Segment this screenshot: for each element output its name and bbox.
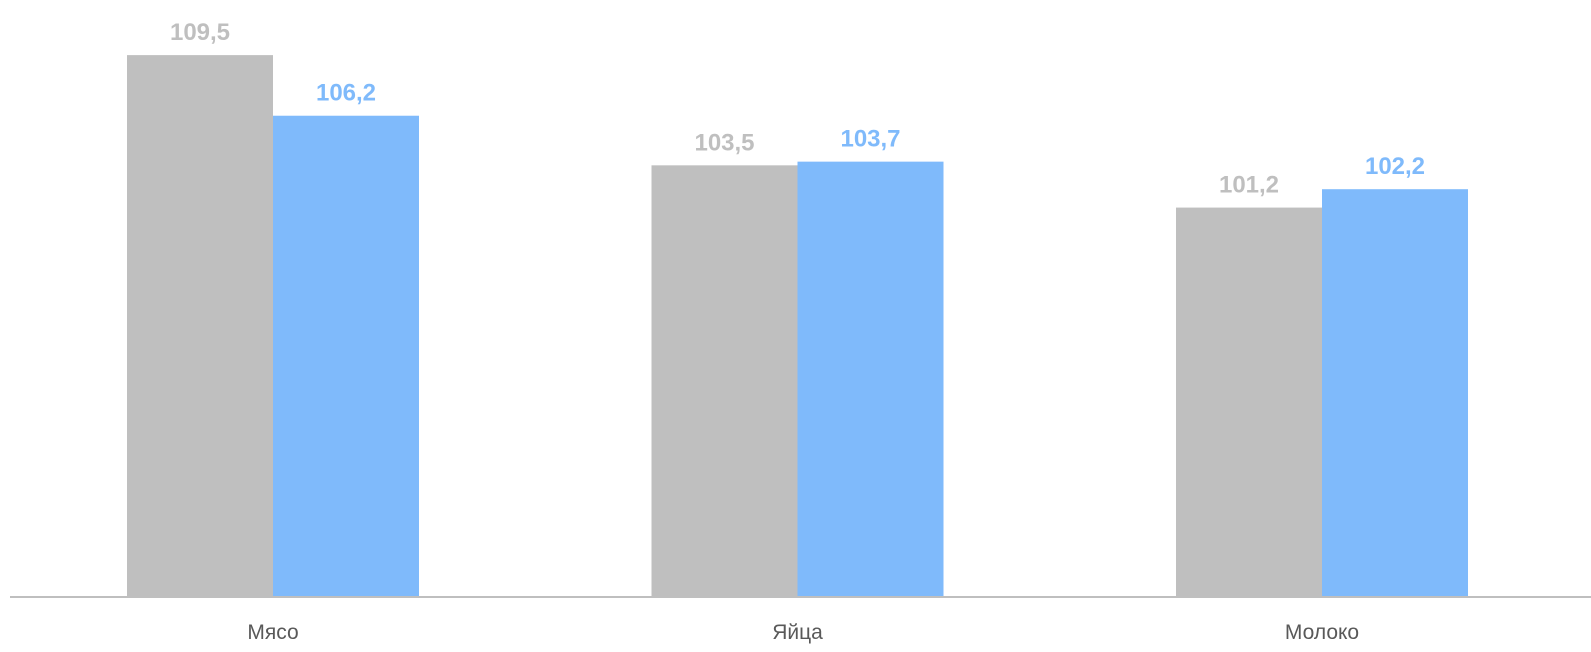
bar-series-1-1 (651, 165, 798, 598)
bars-group (127, 55, 1468, 598)
bar-series-2-0 (273, 115, 419, 598)
data-label-series-1-0: 109,5 (170, 19, 230, 46)
bar-series-2-2 (1322, 189, 1468, 598)
category-label-0: Мясо (247, 621, 298, 644)
data-label-series-1-2: 101,2 (1219, 172, 1279, 199)
bar-series-1-2 (1176, 207, 1322, 597)
bar-series-1-0 (127, 55, 273, 598)
data-label-series-1-1: 103,5 (694, 129, 754, 156)
value-labels-group: 109,5 106,2 103,5 103,7 101,2 102,2 (170, 19, 1425, 198)
data-label-series-2-0: 106,2 (316, 80, 376, 107)
category-label-2: Молоко (1285, 621, 1359, 644)
category-label-1: Яйца (772, 621, 823, 644)
bar-series-2-1 (797, 161, 944, 597)
data-label-series-2-1: 103,7 (840, 126, 900, 153)
data-label-series-2-2: 102,2 (1365, 153, 1425, 180)
category-labels-group: Мясо Яйца Молоко (247, 621, 1359, 644)
